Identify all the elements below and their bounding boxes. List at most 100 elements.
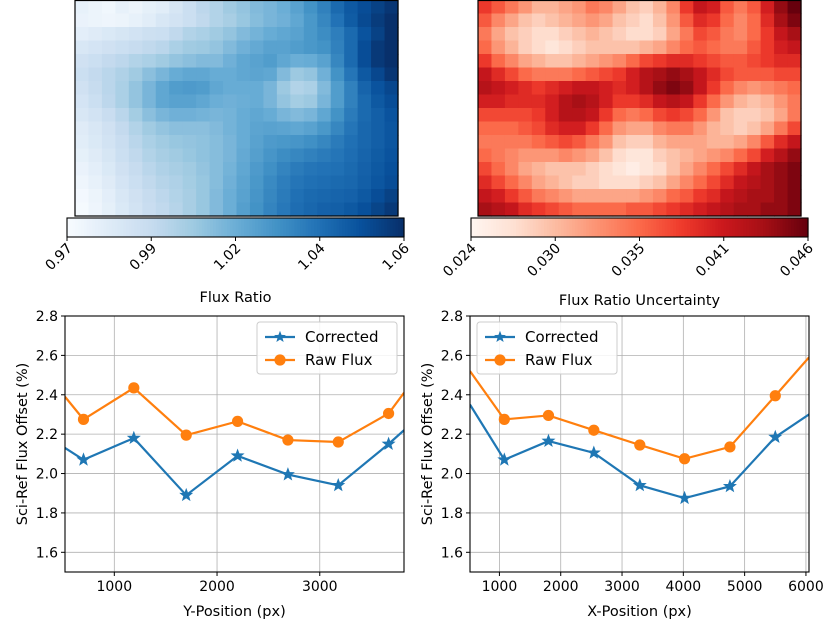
heatmap-cell [142, 175, 157, 190]
heatmap-cell [88, 13, 103, 28]
heatmap-cell [303, 81, 318, 96]
heatmap-cell [478, 13, 493, 28]
heatmap-cell [223, 67, 238, 82]
heatmap-cell [384, 54, 399, 69]
heatmap-cell [774, 162, 789, 177]
colorbar-segment [566, 218, 570, 237]
heatmap-cell [290, 67, 305, 82]
flux-ratio-heatmap [74, 0, 399, 217]
heatmap-cell [491, 121, 506, 136]
heatmap-cell [545, 189, 560, 204]
heatmap-cell [209, 54, 224, 69]
colorbar-segment [159, 218, 164, 237]
heatmap-cell [504, 202, 519, 217]
heatmap-cell [599, 135, 614, 150]
colorbar-segment [774, 218, 778, 237]
heatmap-cell [101, 189, 116, 204]
y-tick-label: 2.0 [441, 467, 463, 483]
heatmap-cell [585, 121, 600, 136]
heatmap-cell [182, 108, 197, 123]
heatmap-cell [626, 0, 641, 15]
heatmap-cell [787, 135, 802, 150]
heatmap-cell [531, 67, 546, 82]
colorbar-segment [168, 218, 172, 237]
colorbar-segment [370, 218, 374, 237]
heatmap-cell [599, 202, 614, 217]
legend: Corrected Raw Flux [256, 321, 398, 375]
x-tick-label: 4000 [666, 579, 702, 595]
heatmap-cell [585, 81, 600, 96]
y-tick-label: 2.4 [441, 388, 463, 404]
heatmap-cell [115, 121, 130, 136]
heatmap-cell [209, 175, 224, 190]
heatmap-cell [599, 13, 614, 28]
heatmap-cell [599, 148, 614, 163]
heatmap-cell [478, 108, 493, 123]
colorbar-tick-label: 0.046 [777, 240, 817, 280]
colorbar-segment [272, 218, 276, 237]
heatmap-cell [599, 94, 614, 109]
colorbar-segment [162, 218, 166, 237]
heatmap-cell [706, 94, 721, 109]
heatmap-cell [652, 189, 668, 204]
heatmap-cell [290, 202, 305, 217]
heatmap-cell [572, 108, 587, 123]
heatmap-cell [504, 121, 519, 136]
colorbar-segment [280, 218, 284, 237]
heatmap-cell [223, 81, 238, 96]
heatmap-cell [531, 162, 546, 177]
heatmap-cell [531, 81, 546, 96]
colorbar-segment [628, 218, 632, 237]
heatmap-cell [384, 40, 399, 55]
heatmap-cell [491, 175, 506, 190]
heatmap-cell [236, 108, 251, 123]
colorbar-segment [602, 218, 607, 237]
heatmap-cell [155, 189, 170, 204]
heatmap-cell [693, 0, 708, 15]
heatmap-cell [679, 135, 694, 150]
heatmap-cell [371, 121, 386, 136]
heatmap-cell [344, 162, 359, 177]
heatmap-cell [504, 175, 519, 190]
heatmap-cell [236, 0, 251, 15]
heatmap-cell [357, 108, 372, 123]
heatmap-cell [478, 67, 493, 82]
heatmap-cell [572, 121, 587, 136]
colorbar-segment [319, 218, 324, 237]
heatmap-cell [115, 135, 130, 150]
heatmap-cell [626, 175, 641, 190]
corrected-star-marker [677, 490, 692, 505]
heatmap-cell [128, 189, 143, 204]
heatmap-cell [303, 40, 318, 55]
axes-frame [469, 315, 810, 573]
heatmap-cell [88, 175, 103, 190]
colorbar-segment [501, 218, 506, 237]
heatmap-cell [747, 13, 762, 28]
heatmap-cell [558, 13, 573, 28]
heatmap-cell [142, 0, 157, 15]
heatmap-cell [666, 81, 681, 96]
heatmap-cell [787, 189, 802, 204]
colorbar-segment [170, 218, 175, 237]
heatmap-cell [182, 40, 197, 55]
heatmap-cell [290, 0, 305, 15]
colorbar-segment [698, 218, 702, 237]
colorbar-segment [286, 218, 290, 237]
heatmap-cell [101, 40, 116, 55]
colorbar-segment [577, 218, 582, 237]
y-tick-label: 1.6 [36, 545, 58, 561]
colorbar-segment [799, 218, 803, 237]
heatmap-cell [303, 94, 318, 109]
colorbar-segment [114, 218, 119, 237]
colorbar-segment [179, 218, 183, 237]
heatmap-cell [169, 40, 184, 55]
heatmap-cell [303, 67, 318, 82]
heatmap-cell [693, 135, 708, 150]
heatmap-cell [706, 148, 721, 163]
heatmap-cell [330, 94, 345, 109]
heatmap-cell [88, 135, 103, 150]
heatmap-cell [88, 202, 103, 217]
colorbar-segment [734, 218, 739, 237]
heatmap-cell [706, 81, 721, 96]
heatmap-cell [88, 40, 103, 55]
